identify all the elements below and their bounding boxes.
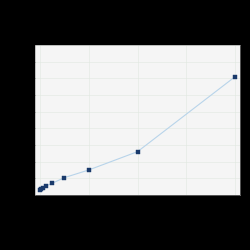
Point xyxy=(38,188,42,192)
Point xyxy=(40,188,44,192)
X-axis label: Rat Transient Receptor Potential Cation Channel Subfamily C Member 3 (TRPC3)
Con: Rat Transient Receptor Potential Cation … xyxy=(28,206,248,217)
Point xyxy=(136,150,140,154)
Point xyxy=(41,186,45,190)
Point xyxy=(44,184,48,188)
Point xyxy=(50,181,54,185)
Y-axis label: OD: OD xyxy=(15,116,20,124)
Point xyxy=(62,176,66,180)
Point xyxy=(233,75,237,79)
Point xyxy=(87,168,91,172)
